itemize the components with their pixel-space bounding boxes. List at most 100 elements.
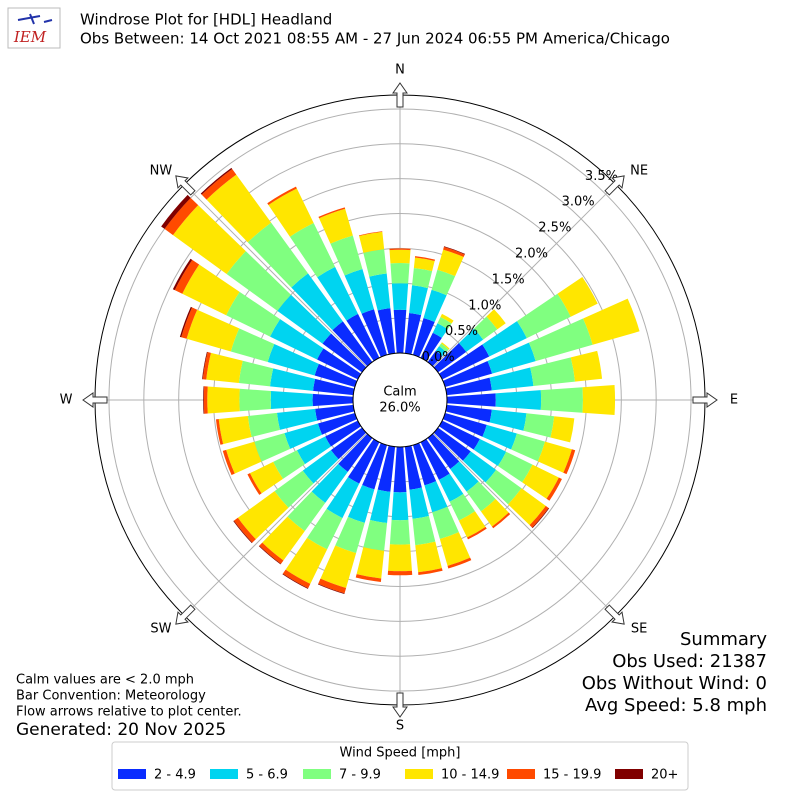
wind-bar-segment bbox=[427, 350, 443, 367]
wind-bar-segment bbox=[338, 433, 373, 472]
wind-bar-segment bbox=[409, 487, 429, 519]
logo: IEM bbox=[7, 7, 61, 49]
wind-bar-segment bbox=[164, 197, 199, 236]
wind-bar-segment bbox=[563, 449, 576, 475]
wind-bar-segment bbox=[247, 412, 280, 438]
spoke bbox=[183, 432, 368, 617]
wind-bar-segment bbox=[312, 393, 354, 407]
wind-bar-segment bbox=[247, 473, 262, 495]
wind-bar-segment bbox=[437, 317, 452, 330]
wind-bar-segment bbox=[389, 519, 411, 545]
calm-value: 26.0% bbox=[379, 401, 420, 416]
wind-bar-segment bbox=[202, 352, 211, 380]
wind-bar-segment bbox=[202, 351, 208, 380]
wind-bar-segment bbox=[317, 348, 362, 380]
wind-bar-segment bbox=[424, 481, 448, 513]
wind-bar-segment bbox=[550, 416, 575, 443]
wind-bar-segment bbox=[359, 231, 385, 253]
wind-bar-segment bbox=[161, 194, 191, 229]
wind-bar-segment bbox=[415, 541, 442, 573]
grid-circle bbox=[143, 143, 657, 657]
wind-bar-segment bbox=[282, 569, 311, 589]
wind-bar-segment bbox=[497, 451, 533, 483]
legend-label: 15 - 19.9 bbox=[543, 768, 601, 783]
legend-title: Wind Speed [mph] bbox=[340, 746, 461, 761]
wind-bar-segment bbox=[215, 419, 224, 445]
wind-bar-segment bbox=[420, 332, 442, 362]
compass-arrow bbox=[604, 175, 625, 196]
wind-bar-segment bbox=[414, 256, 435, 262]
wind-bar-segment bbox=[393, 446, 407, 493]
wind-bar-segment bbox=[296, 436, 331, 465]
wind-bar-segment bbox=[273, 450, 305, 479]
wind-bar-segment bbox=[270, 390, 313, 410]
legend-label: 10 - 14.9 bbox=[441, 768, 499, 783]
legend-frame bbox=[111, 741, 689, 791]
wind-bar-segment bbox=[412, 515, 436, 546]
wind-bar-segment bbox=[467, 526, 487, 540]
wind-bar-segment bbox=[319, 208, 353, 244]
wind-bar-segment bbox=[404, 313, 422, 355]
wind-bar-segment bbox=[322, 333, 367, 373]
wind-bar-segment bbox=[487, 342, 536, 374]
wind-bar-segment bbox=[377, 445, 396, 492]
r-tick-label: 2.5% bbox=[538, 221, 571, 236]
wind-bar-segment bbox=[317, 412, 358, 435]
wind-bar-segment bbox=[282, 573, 309, 589]
spoke bbox=[432, 432, 617, 617]
wind-bar-segment bbox=[391, 492, 409, 521]
legend-swatch bbox=[615, 769, 643, 779]
wind-bar-segment bbox=[443, 246, 466, 255]
wind-bar-segment bbox=[508, 488, 546, 526]
wind-bar-segment bbox=[439, 343, 449, 353]
wind-bar-segment bbox=[179, 306, 193, 338]
calm-label: Calm bbox=[383, 385, 416, 400]
grid-circle bbox=[178, 178, 622, 622]
direction-label: W bbox=[60, 393, 73, 408]
wind-bar-segment bbox=[181, 307, 198, 339]
wind-bar-segment bbox=[317, 583, 345, 594]
direction-label: N bbox=[395, 63, 405, 78]
wind-bar-segment bbox=[557, 277, 598, 317]
direction-label: E bbox=[730, 393, 738, 408]
compass-arrow bbox=[604, 604, 625, 625]
direction-label: SE bbox=[631, 622, 647, 637]
wind-bar-segment bbox=[485, 469, 522, 505]
spoke bbox=[183, 183, 368, 368]
wind-bar-segment bbox=[389, 248, 411, 251]
wind-bar-segment bbox=[438, 420, 480, 450]
wind-bar-segment bbox=[486, 309, 506, 330]
wind-bar-segment bbox=[284, 423, 323, 449]
wind-bar-segment bbox=[330, 235, 363, 276]
wind-bar-segment bbox=[355, 574, 382, 582]
wind-bar-segment bbox=[203, 386, 208, 414]
legend-label: 5 - 6.9 bbox=[246, 768, 288, 783]
wind-bar-segment bbox=[377, 308, 396, 355]
legend-swatch bbox=[118, 769, 146, 779]
wind-bar-segment bbox=[267, 344, 319, 376]
wind-bar-segment bbox=[495, 390, 542, 410]
wind-bar-segment bbox=[233, 520, 253, 544]
wind-bar-segment bbox=[432, 323, 448, 338]
wind-bar-segment bbox=[318, 578, 347, 594]
wind-bar-segment bbox=[317, 266, 358, 321]
wind-bar-segment bbox=[370, 489, 391, 524]
wind-bar-segment bbox=[238, 360, 274, 387]
legend-label: 20+ bbox=[651, 768, 678, 783]
wind-bar-segment bbox=[226, 251, 291, 311]
wind-bar-segment bbox=[332, 321, 373, 367]
wind-bar-segment bbox=[203, 386, 205, 414]
wind-bar-segment bbox=[302, 450, 339, 484]
wind-bar-segment bbox=[347, 484, 375, 523]
wind-bar-segment bbox=[201, 169, 237, 200]
wind-bar-segment bbox=[230, 328, 275, 363]
generated: Generated: 20 Nov 2025 bbox=[16, 720, 226, 740]
direction-label: SW bbox=[150, 622, 171, 637]
wind-bar-segment bbox=[206, 352, 243, 384]
wind-bar-segment bbox=[330, 427, 367, 460]
wind-bar-segment bbox=[356, 547, 385, 579]
wind-bar-segment bbox=[270, 368, 316, 391]
wind-bar-segment bbox=[186, 309, 240, 352]
logo-mark bbox=[17, 13, 53, 25]
